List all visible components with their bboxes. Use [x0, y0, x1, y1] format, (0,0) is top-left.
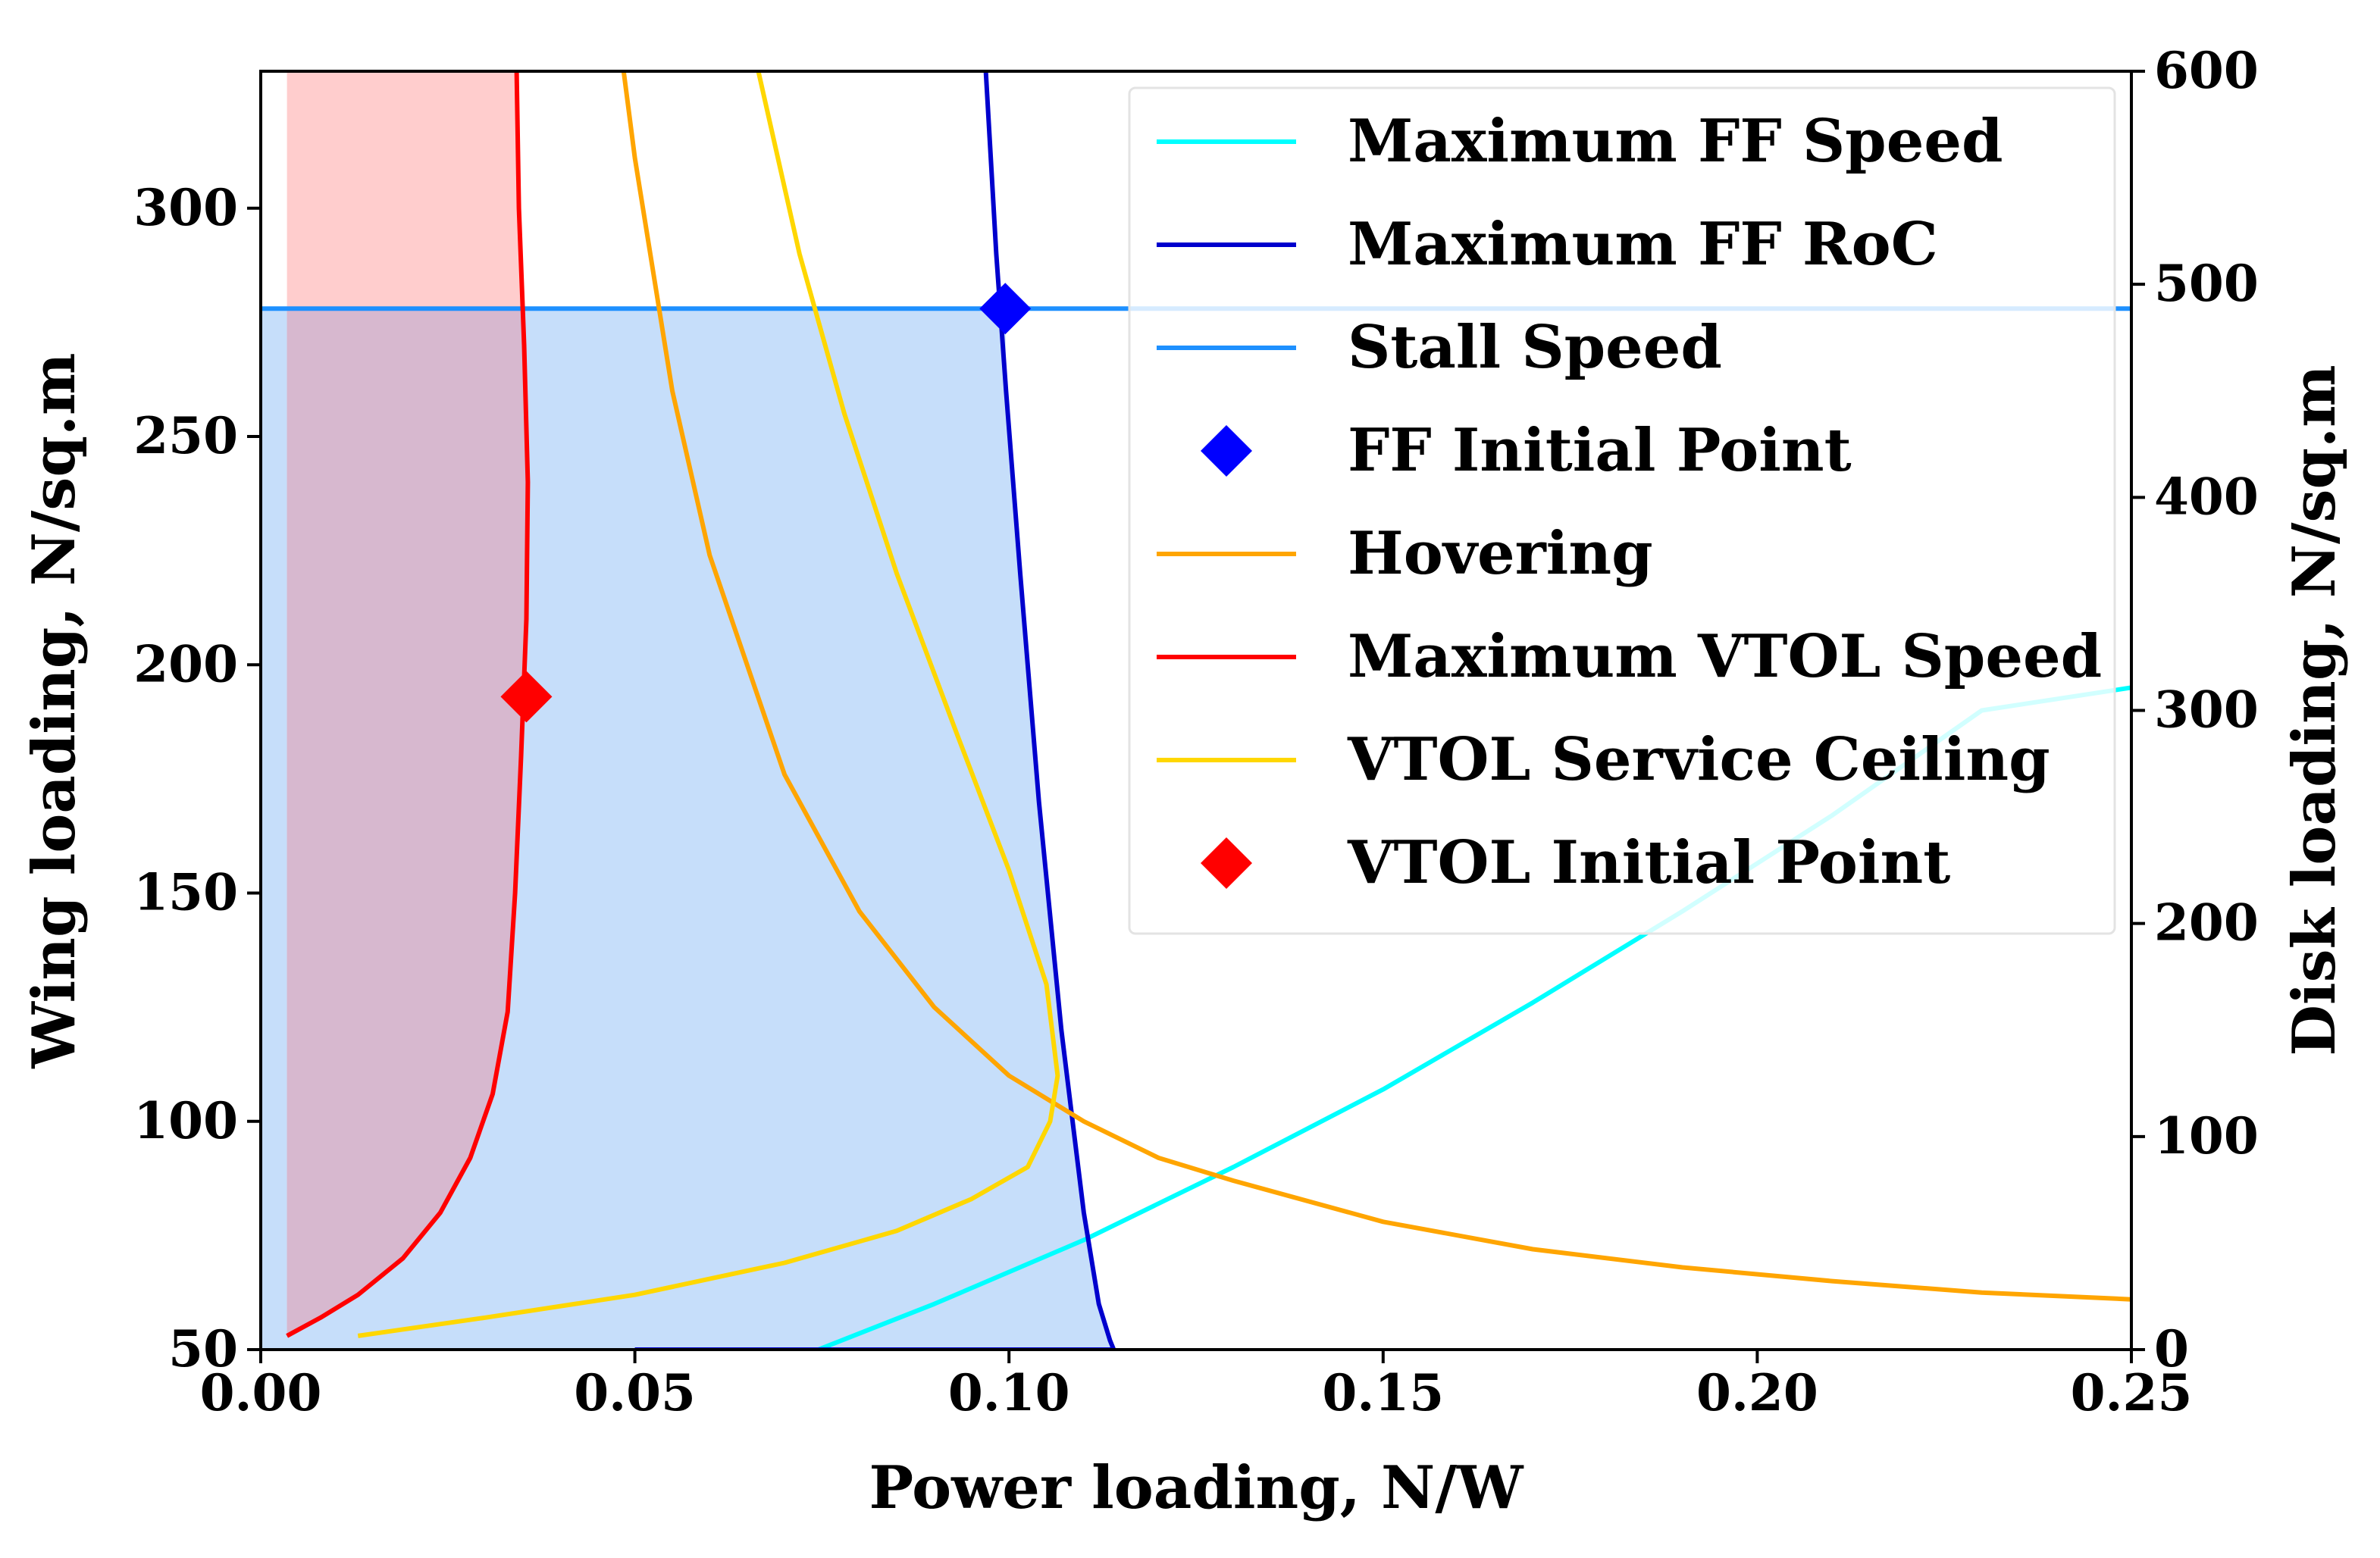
series-line-vtol-speed [286, 71, 531, 1338]
legend-box [1128, 86, 2116, 935]
y-tick-label: 100 [133, 1091, 238, 1150]
y2-tick-label: 500 [2154, 254, 2259, 313]
y2-tick-label: 200 [2154, 893, 2259, 953]
shaded-regions [261, 71, 1114, 1350]
y-tick-label: 250 [133, 406, 238, 465]
x-tick-label: 0.25 [2071, 1363, 2193, 1422]
legend-label: Maximum VTOL Speed [1348, 622, 2102, 691]
legend-label: Stall Speed [1348, 313, 1722, 382]
y2-tick-label: 300 [2154, 680, 2259, 740]
y2-tick-label: 400 [2154, 467, 2259, 526]
legend-swatch-ff-point [1201, 425, 1252, 477]
x-tick-label: 0.10 [948, 1363, 1070, 1422]
y-tick-label: 300 [133, 178, 238, 237]
axis-ticks: 0.00 0.05 0.10 0.15 0.20 0.25 50 100 150 200 250 30… [133, 41, 2259, 1422]
legend-label: Hovering [1348, 519, 1653, 588]
x-tick-label: 0.20 [1696, 1363, 1818, 1422]
y-tick-label: 150 [133, 863, 238, 922]
legend-label: VTOL Initial Point [1347, 828, 1950, 897]
series-points [500, 283, 1032, 723]
y-tick-label: 50 [168, 1319, 238, 1378]
y2-tick-label: 600 [2154, 41, 2259, 100]
x-axis-title: Power loading, N/W [869, 1453, 1524, 1522]
point-ff-point [979, 283, 1032, 335]
legend-label: FF Initial Point [1348, 416, 1852, 485]
y2-tick-label: 0 [2154, 1319, 2189, 1378]
x-tick-label: 0.15 [1322, 1363, 1444, 1422]
overlap-region [287, 308, 528, 1336]
series-line-ff-roc [634, 71, 1116, 1350]
y2-axis-title: Disk loading, N/sq.m [2280, 364, 2349, 1056]
point-vtol-point [500, 671, 553, 723]
legend-label: Maximum FF Speed [1348, 107, 2003, 176]
series-line-vtol-ceiling [357, 71, 1060, 1338]
legend-swatch-vtol-point [1201, 837, 1252, 889]
x-tick-label: 0.00 [200, 1363, 322, 1422]
y2-tick-label: 100 [2154, 1106, 2259, 1165]
x-tick-label: 0.05 [574, 1363, 696, 1422]
y-tick-label: 200 [133, 634, 238, 693]
legend: Maximum FF Speed Maximum FF RoC Stall Spee… [1128, 86, 2116, 935]
series-lines [261, 71, 2131, 1350]
series-line-hover [621, 71, 2131, 1302]
legend-label: Maximum FF RoC [1348, 210, 1938, 279]
legend-label: VTOL Service Ceiling [1347, 725, 2050, 794]
y-axis-title: Wing loading, N/sq.m [20, 352, 89, 1068]
